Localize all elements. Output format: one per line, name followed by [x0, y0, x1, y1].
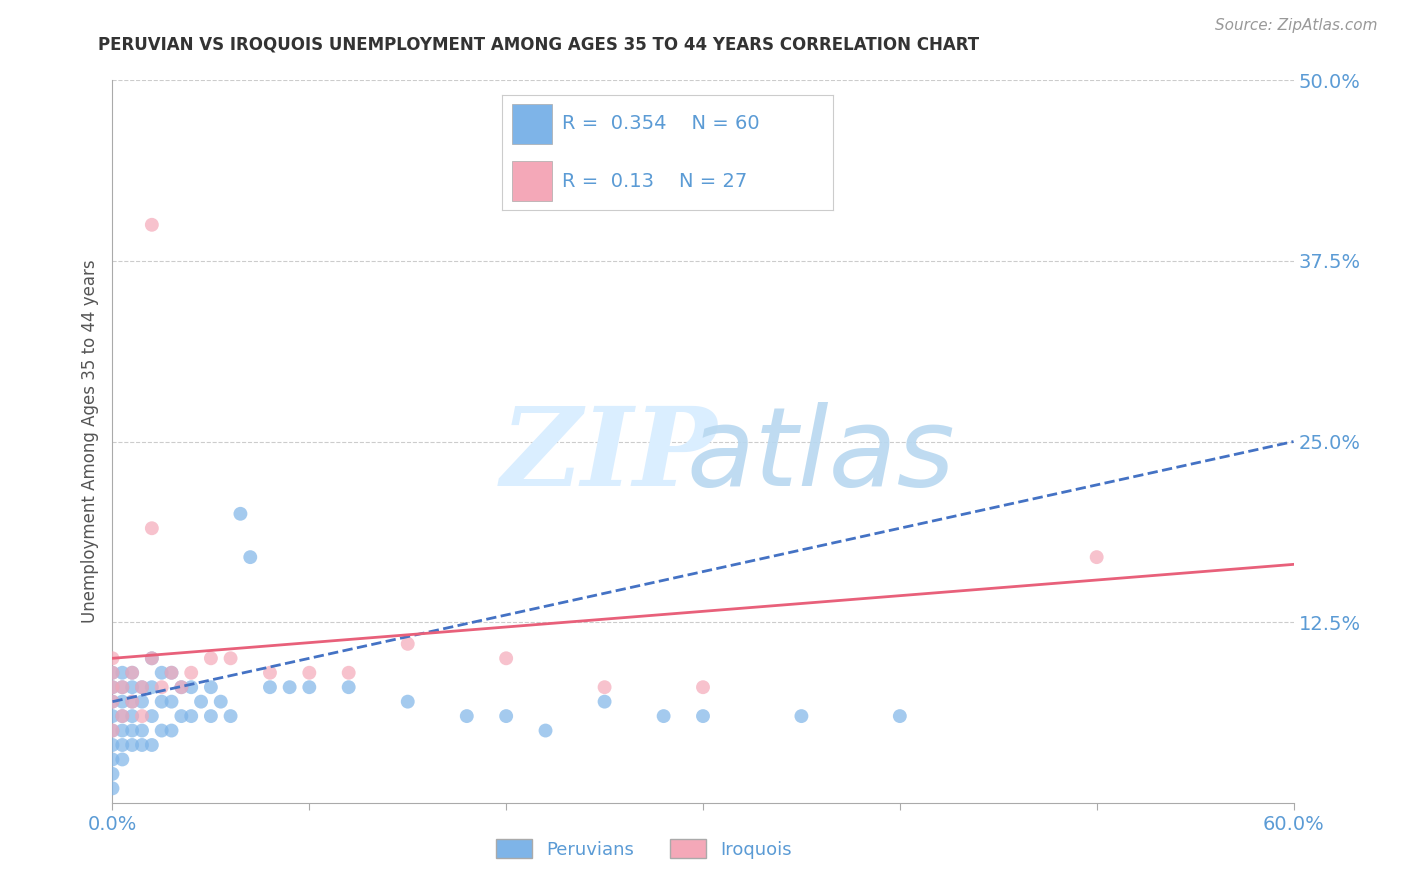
- Point: [396, 695, 419, 709]
- Text: ZIP: ZIP: [501, 402, 717, 509]
- Point: [150, 723, 173, 738]
- Point: [141, 651, 163, 665]
- Point: [111, 752, 134, 766]
- Point: [209, 695, 232, 709]
- Point: [180, 680, 202, 694]
- Point: [150, 695, 173, 709]
- Point: [101, 767, 124, 781]
- Point: [101, 752, 124, 766]
- Point: [101, 781, 124, 796]
- Point: [150, 680, 173, 694]
- Point: [495, 651, 517, 665]
- Point: [652, 709, 675, 723]
- Point: [456, 709, 478, 723]
- Point: [111, 695, 134, 709]
- Point: [278, 680, 301, 694]
- Point: [160, 665, 183, 680]
- Point: [101, 709, 124, 723]
- Point: [141, 738, 163, 752]
- Point: [790, 709, 813, 723]
- Point: [141, 651, 163, 665]
- Point: [337, 665, 360, 680]
- Point: [111, 723, 134, 738]
- Point: [111, 665, 134, 680]
- Point: [101, 723, 124, 738]
- Point: [200, 709, 222, 723]
- Point: [131, 680, 153, 694]
- Point: [593, 680, 616, 694]
- Point: [200, 680, 222, 694]
- Point: [160, 695, 183, 709]
- Point: [101, 665, 124, 680]
- Point: [131, 680, 153, 694]
- Point: [111, 738, 134, 752]
- Point: [141, 680, 163, 694]
- Text: PERUVIAN VS IROQUOIS UNEMPLOYMENT AMONG AGES 35 TO 44 YEARS CORRELATION CHART: PERUVIAN VS IROQUOIS UNEMPLOYMENT AMONG …: [98, 36, 980, 54]
- Point: [131, 723, 153, 738]
- Point: [150, 665, 173, 680]
- Point: [131, 695, 153, 709]
- Point: [111, 680, 134, 694]
- Point: [141, 709, 163, 723]
- Point: [160, 665, 183, 680]
- Point: [121, 680, 143, 694]
- Point: [160, 723, 183, 738]
- Y-axis label: Unemployment Among Ages 35 to 44 years: Unemployment Among Ages 35 to 44 years: [80, 260, 98, 624]
- Point: [170, 680, 193, 694]
- Point: [1085, 550, 1108, 565]
- Point: [101, 665, 124, 680]
- Point: [121, 665, 143, 680]
- Point: [298, 665, 321, 680]
- Point: [111, 680, 134, 694]
- Point: [101, 680, 124, 694]
- Point: [259, 680, 281, 694]
- Point: [396, 637, 419, 651]
- Point: [101, 695, 124, 709]
- Point: [180, 665, 202, 680]
- Point: [121, 709, 143, 723]
- Point: [101, 680, 124, 694]
- Point: [121, 665, 143, 680]
- Point: [111, 709, 134, 723]
- Point: [121, 723, 143, 738]
- Point: [200, 651, 222, 665]
- Point: [593, 695, 616, 709]
- Text: Source: ZipAtlas.com: Source: ZipAtlas.com: [1215, 18, 1378, 33]
- Point: [239, 550, 262, 565]
- Point: [121, 695, 143, 709]
- Point: [534, 723, 557, 738]
- Point: [170, 709, 193, 723]
- Point: [229, 507, 252, 521]
- Point: [131, 738, 153, 752]
- Point: [219, 709, 242, 723]
- Point: [180, 709, 202, 723]
- Point: [889, 709, 911, 723]
- Point: [190, 695, 212, 709]
- Point: [692, 709, 714, 723]
- Point: [170, 680, 193, 694]
- Point: [495, 709, 517, 723]
- Point: [121, 695, 143, 709]
- Legend: Peruvians, Iroquois: Peruvians, Iroquois: [488, 832, 800, 866]
- Point: [141, 218, 163, 232]
- Point: [121, 738, 143, 752]
- Point: [101, 695, 124, 709]
- Point: [141, 521, 163, 535]
- Point: [111, 709, 134, 723]
- Point: [219, 651, 242, 665]
- Point: [692, 680, 714, 694]
- Point: [298, 680, 321, 694]
- Point: [131, 709, 153, 723]
- Point: [101, 651, 124, 665]
- Point: [259, 665, 281, 680]
- Point: [101, 723, 124, 738]
- Point: [337, 680, 360, 694]
- Text: atlas: atlas: [686, 402, 956, 509]
- Point: [101, 738, 124, 752]
